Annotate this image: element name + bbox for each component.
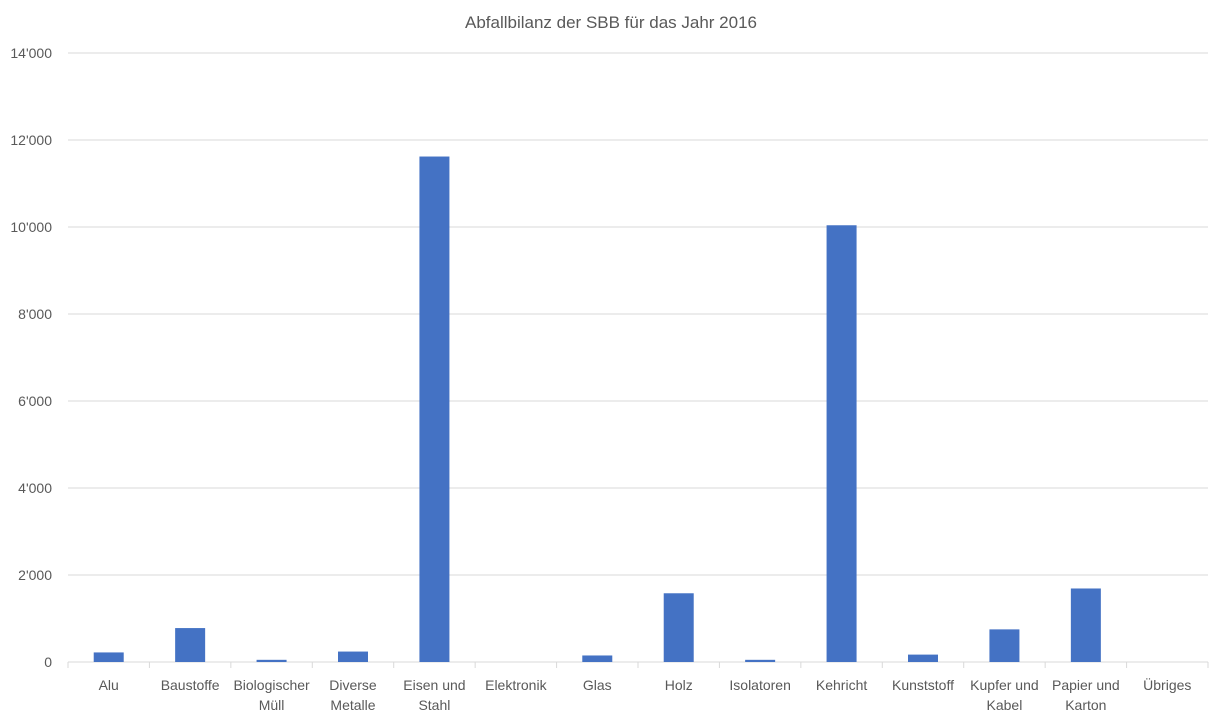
bar	[1070, 588, 1101, 662]
x-tick-label: Eisen und	[403, 677, 465, 693]
bar	[908, 654, 938, 662]
x-tick-label: Stahl	[418, 697, 450, 713]
bar	[338, 651, 368, 662]
bar	[256, 659, 287, 662]
x-tick-label: Biologischer	[233, 677, 310, 693]
bar	[826, 225, 857, 662]
bar	[175, 628, 206, 662]
x-tick-label: Übriges	[1143, 676, 1191, 693]
x-tick-label: Baustoffe	[161, 677, 220, 693]
y-tick-label: 6'000	[18, 393, 52, 409]
gridlines	[67, 52, 1209, 668]
x-tick-label: Holz	[665, 677, 693, 693]
y-tick-label: 2'000	[18, 567, 52, 583]
x-tick-label: Kehricht	[816, 677, 867, 693]
x-tick-label: Karton	[1065, 697, 1106, 713]
y-tick-label: 12'000	[10, 132, 52, 148]
bar	[419, 156, 450, 662]
y-tick-label: 4'000	[18, 480, 52, 496]
x-tick-label: Kupfer und	[970, 677, 1039, 693]
bar	[93, 652, 124, 662]
y-tick-label: 14'000	[10, 45, 52, 61]
bar	[989, 629, 1020, 662]
bar	[582, 655, 613, 662]
x-tick-label: Kabel	[987, 697, 1023, 713]
bar	[745, 659, 776, 662]
x-tick-label: Kunststoff	[892, 677, 954, 693]
y-tick-label: 0	[44, 654, 52, 670]
x-tick-label: Metalle	[330, 697, 375, 713]
x-tick-label: Isolatoren	[729, 677, 790, 693]
chart-title: Abfallbilanz der SBB für das Jahr 2016	[465, 13, 757, 32]
x-tick-label: Alu	[99, 677, 119, 693]
x-tick-label: Diverse	[329, 677, 377, 693]
x-tick-label: Elektronik	[485, 677, 547, 693]
x-axis-ticks: Alu Baustoffe Biologischer Müll Diverse Metal…	[99, 676, 1192, 713]
bar	[663, 593, 694, 662]
x-tick-label: Müll	[259, 697, 285, 713]
y-tick-label: 10'000	[10, 219, 52, 235]
x-tick-label: Papier und	[1052, 677, 1120, 693]
bars	[93, 156, 1101, 662]
y-tick-label: 8'000	[18, 306, 52, 322]
x-tick-label: Glas	[583, 677, 612, 693]
y-axis-ticks: 0 2'000 4'000 6'000 8'000 10'000 12'000 14'000	[10, 45, 52, 670]
